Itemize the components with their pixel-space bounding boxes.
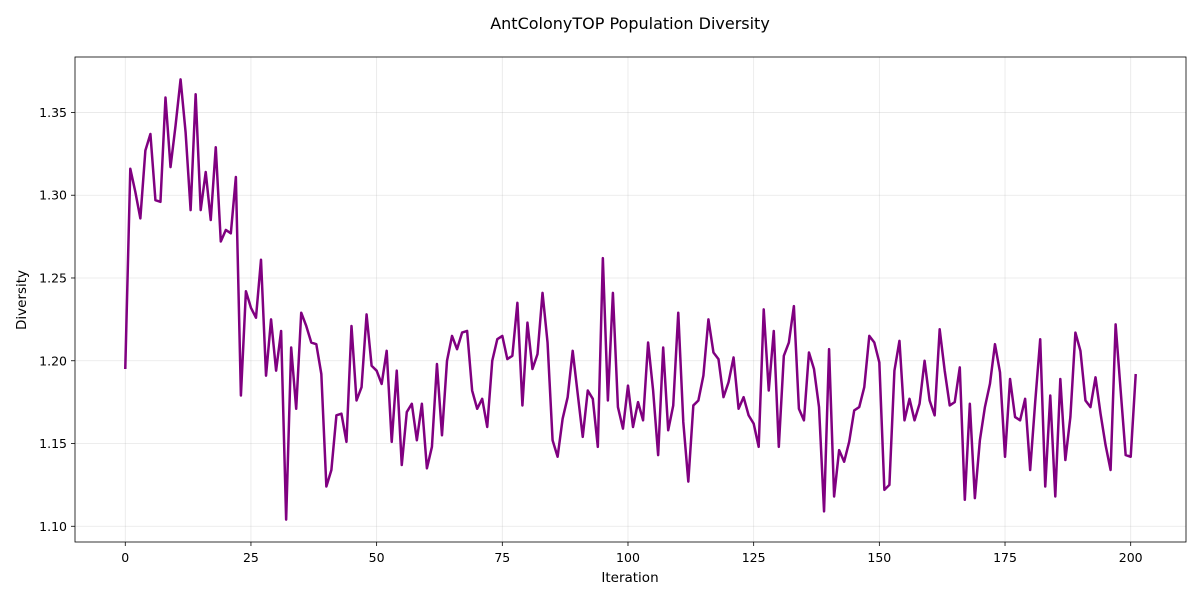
x-tick-label: 75 bbox=[494, 550, 510, 565]
y-tick-label: 1.25 bbox=[39, 270, 67, 285]
y-tick-label: 1.35 bbox=[39, 105, 67, 120]
x-tick-label: 100 bbox=[616, 550, 640, 565]
x-tick-label: 175 bbox=[993, 550, 1017, 565]
x-axis-ticks: 0 25 50 75 100 125 150 175 200 bbox=[121, 542, 1143, 565]
x-axis-label: Iteration bbox=[601, 570, 658, 586]
series-layer bbox=[124, 78, 1137, 521]
y-axis-ticks: 1.10 1.15 1.20 1.25 1.30 1.35 bbox=[39, 105, 75, 534]
y-tick-label: 1.30 bbox=[39, 188, 67, 203]
plot-frame bbox=[74, 56, 1187, 543]
x-tick-label: 200 bbox=[1119, 550, 1143, 565]
series-line bbox=[124, 78, 1137, 521]
x-tick-label: 125 bbox=[742, 550, 766, 565]
chart-title: AntColonyTOP Population Diversity bbox=[490, 14, 770, 33]
grid-lines bbox=[75, 57, 1186, 542]
y-axis-label: Diversity bbox=[14, 270, 30, 330]
y-tick-label: 1.10 bbox=[39, 519, 67, 534]
x-tick-label: 50 bbox=[369, 550, 385, 565]
x-tick-label: 25 bbox=[243, 550, 259, 565]
y-tick-label: 1.20 bbox=[39, 353, 67, 368]
y-tick-label: 1.15 bbox=[39, 436, 67, 451]
x-tick-label: 150 bbox=[867, 550, 891, 565]
x-tick-label: 0 bbox=[121, 550, 129, 565]
